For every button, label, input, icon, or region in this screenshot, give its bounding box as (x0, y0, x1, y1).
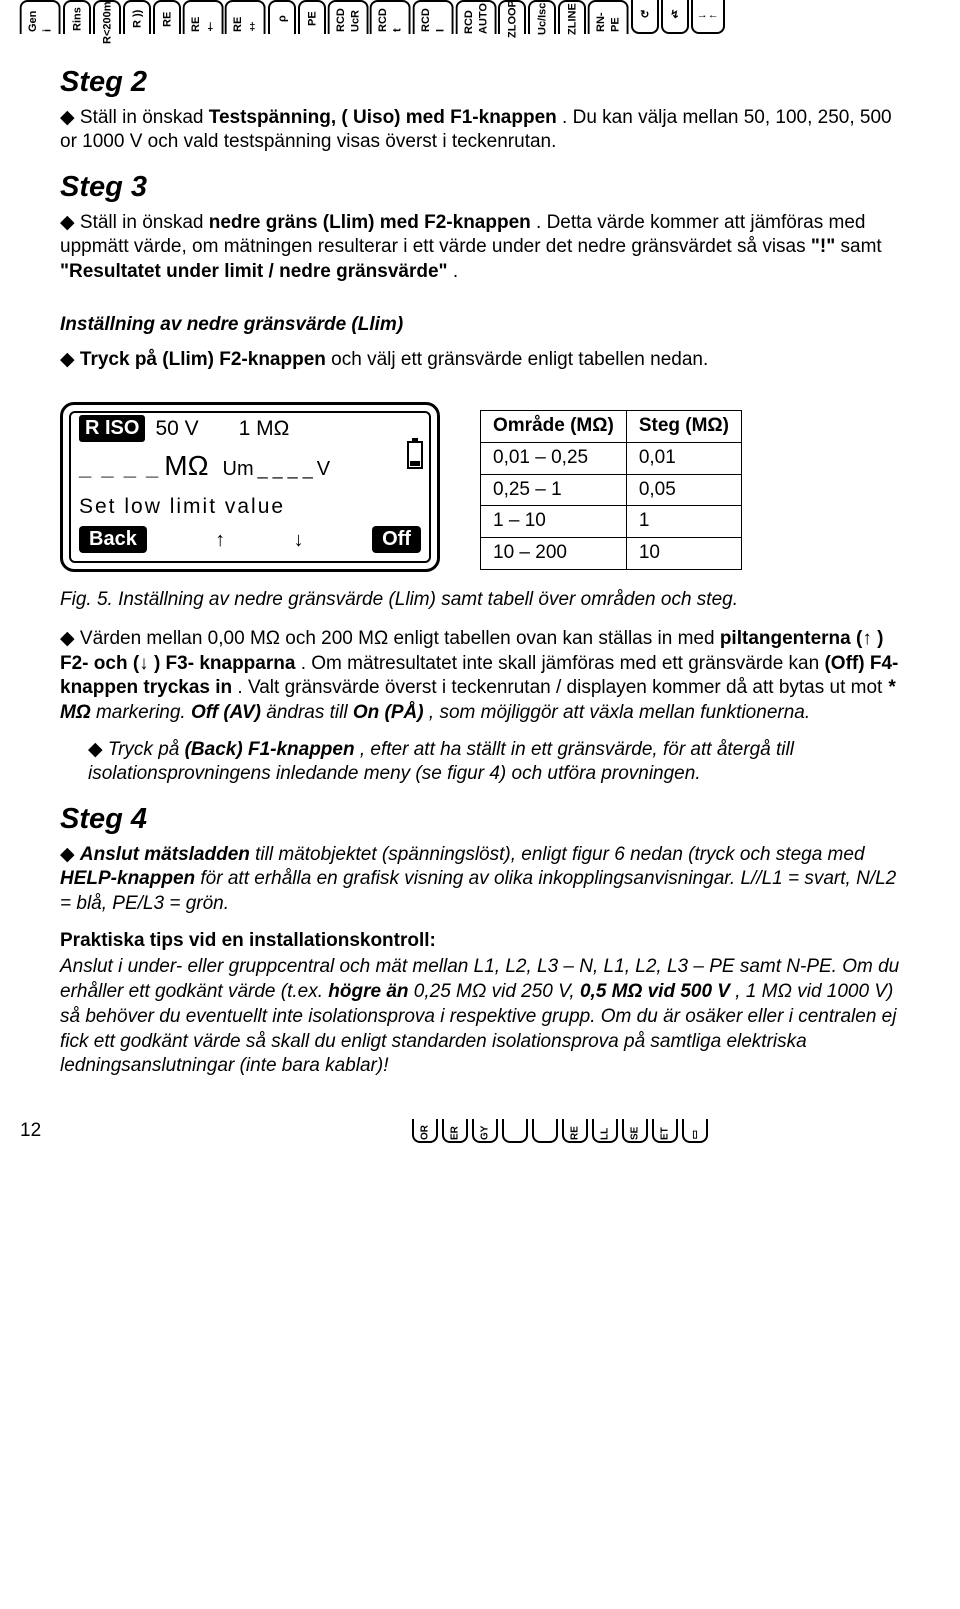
page-footer: 12 OR ER GY RE LL SE ET ▯ (60, 1119, 900, 1143)
lcd-1mohm: 1 MΩ (239, 415, 290, 442)
range-step-table: Område (MΩ) Steg (MΩ) 0,01 – 0,250,01 0,… (480, 410, 742, 569)
tab-rcdt[interactable]: RCD t (370, 0, 411, 34)
table-cell: 0,01 (626, 442, 741, 474)
battery-icon (407, 441, 423, 469)
tab-pe[interactable]: PE (298, 0, 326, 34)
tab-rho[interactable]: ρ (268, 0, 296, 34)
table-col-step: Steg (MΩ) (626, 411, 741, 443)
step4-heading: Steg 4 (60, 801, 900, 839)
tab-re1[interactable]: RE (153, 0, 181, 34)
step2-body: ◆ Ställ in önskad Testspänning, ( Uiso) … (60, 106, 900, 155)
table-cell: 1 – 10 (481, 506, 627, 538)
ftab: LL (592, 1119, 618, 1143)
tab-rnpe[interactable]: RN-PE (588, 0, 629, 34)
tips-body: Anslut i under- eller gruppcentral och m… (60, 955, 900, 1078)
tab-rcducr[interactable]: RCD UcR (328, 0, 369, 34)
ftab: ER (442, 1119, 468, 1143)
ftab: RE (562, 1119, 588, 1143)
ftab (502, 1119, 528, 1143)
lcd-off-button[interactable]: Off (372, 526, 421, 553)
paragraph-varden: ◆ Värden mellan 0,00 MΩ och 200 MΩ enlig… (60, 627, 900, 726)
tab-rins[interactable]: Rins (63, 0, 91, 34)
tab-rcdi[interactable]: RCD I (413, 0, 454, 34)
ftab: SE (622, 1119, 648, 1143)
paragraph-back: ◆ Tryck på (Back) F1-knappen , efter att… (88, 738, 900, 787)
tips-heading: Praktiska tips vid en installationskontr… (60, 929, 900, 954)
tab-zloop[interactable]: ZLOOP (498, 0, 526, 34)
tab-ucisc[interactable]: Uc/Isc (528, 0, 556, 34)
footer-tab-bar: OR ER GY RE LL SE ET ▯ (220, 1119, 900, 1143)
lcd-v-unit: V (317, 456, 330, 482)
page-number: 12 (20, 1119, 41, 1144)
ftab: GY (472, 1119, 498, 1143)
tab-re2[interactable]: RE † (183, 0, 224, 34)
tab-rcdauto[interactable]: RCD AUTO (456, 0, 497, 34)
table-col-range: Område (MΩ) (481, 411, 627, 443)
tab-arrows-icon[interactable]: →← (691, 0, 725, 34)
ftab: ET (652, 1119, 678, 1143)
ftab (532, 1119, 558, 1143)
ftab: OR (412, 1119, 438, 1143)
step2-heading: Steg 2 (60, 64, 900, 102)
tab-re3[interactable]: RE ‡ (225, 0, 266, 34)
figure-5-caption: Fig. 5. Inställning av nedre gränsvärde … (60, 588, 900, 613)
tab-r200[interactable]: R<200mA (93, 0, 121, 34)
table-cell: 0,25 – 1 (481, 474, 627, 506)
tab-zline[interactable]: ZLINE (558, 0, 586, 34)
table-cell: 10 (626, 537, 741, 569)
tab-gen[interactable]: Gen i (20, 0, 61, 34)
tab-rotate-icon[interactable]: ↻ (631, 0, 659, 34)
lcd-device: R ISO 50 V 1 MΩ _ _ _ _ MΩ Um _ _ _ _ V … (60, 402, 440, 572)
step3-body: ◆ Ställ in önskad nedre gräns (Llim) med… (60, 211, 900, 285)
table-cell: 0,05 (626, 474, 741, 506)
lcd-set-low-limit: Set low limit value (79, 493, 421, 520)
lcd-voltage: 50 V (155, 415, 198, 442)
table-cell: 0,01 – 0,25 (481, 442, 627, 474)
step3-heading: Steg 3 (60, 169, 900, 207)
lcd-up-arrow-icon[interactable]: ↑ (215, 527, 225, 553)
tab-bolt-icon[interactable]: ↯ (661, 0, 689, 34)
top-tab-bar: Gen i Rins R<200mA R )) RE RE † RE ‡ ρ P… (20, 0, 940, 34)
ftab-battery-icon: ▯ (682, 1119, 708, 1143)
lcd-um-label: Um (223, 456, 254, 482)
lcd-mode-badge: R ISO (79, 415, 145, 442)
lcd-down-arrow-icon[interactable]: ↓ (294, 527, 304, 553)
lcd-um-dashes: _ _ _ _ (258, 458, 313, 481)
lcd-back-button[interactable]: Back (79, 526, 147, 553)
step4-body: ◆ Anslut mätsladden till mätobjektet (sp… (60, 843, 900, 917)
llim-subheading: Inställning av nedre gränsvärde (Llim) (60, 313, 900, 338)
figure-5-row: R ISO 50 V 1 MΩ _ _ _ _ MΩ Um _ _ _ _ V … (60, 402, 900, 572)
llim-instruction: ◆ Tryck på (Llim) F2-knappen och välj et… (60, 348, 900, 373)
lcd-mohm-unit: MΩ (164, 448, 208, 484)
table-cell: 10 – 200 (481, 537, 627, 569)
tab-rwifi[interactable]: R )) (123, 0, 151, 34)
table-cell: 1 (626, 506, 741, 538)
lcd-reading-dashes: _ _ _ _ (79, 454, 160, 483)
